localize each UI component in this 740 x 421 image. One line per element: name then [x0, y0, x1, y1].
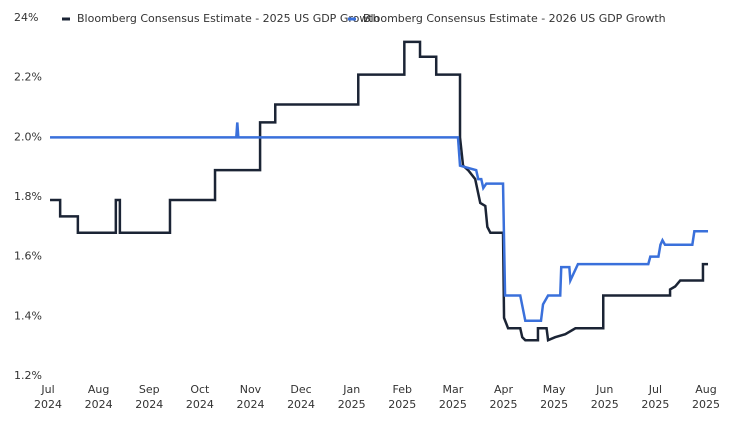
x-tick-label: Dec 2024 — [287, 383, 316, 411]
y-tick-label: 1.4% — [14, 309, 42, 322]
x-tick-label: Sep 2024 — [135, 383, 164, 411]
x-tick-label: Feb 2025 — [388, 383, 417, 411]
y-tick-label: 1.8% — [14, 190, 42, 203]
legend-label: Bloomberg Consensus Estimate - 2026 US G… — [363, 12, 666, 25]
x-tick-label: Jun 2025 — [590, 383, 619, 411]
y-tick-label: 24% — [14, 11, 38, 24]
series-line — [50, 40, 709, 342]
series-line — [50, 122, 709, 323]
x-tick-label: Aug 2025 — [692, 383, 720, 411]
x-tick-label: Oct 2024 — [185, 383, 214, 411]
x-tick-label: Apr 2025 — [489, 383, 518, 411]
y-tick-label: 2.2% — [14, 71, 42, 84]
x-tick-label: Jul 2024 — [34, 383, 62, 411]
legend-label: Bloomberg Consensus Estimate - 2025 US G… — [77, 12, 380, 25]
y-tick-label: 1.2% — [14, 369, 42, 382]
x-tick-label: Mar 2025 — [438, 383, 467, 411]
x-tick-label: Nov 2024 — [236, 383, 265, 411]
y-tick-label: 2.0% — [14, 130, 42, 143]
y-tick-label: 1.6% — [14, 250, 42, 263]
x-tick-label: Jan 2025 — [337, 383, 366, 411]
x-tick-label: Aug 2024 — [84, 383, 113, 411]
x-tick-label: Jul 2025 — [641, 383, 670, 411]
x-tick-label: May 2025 — [540, 383, 569, 411]
